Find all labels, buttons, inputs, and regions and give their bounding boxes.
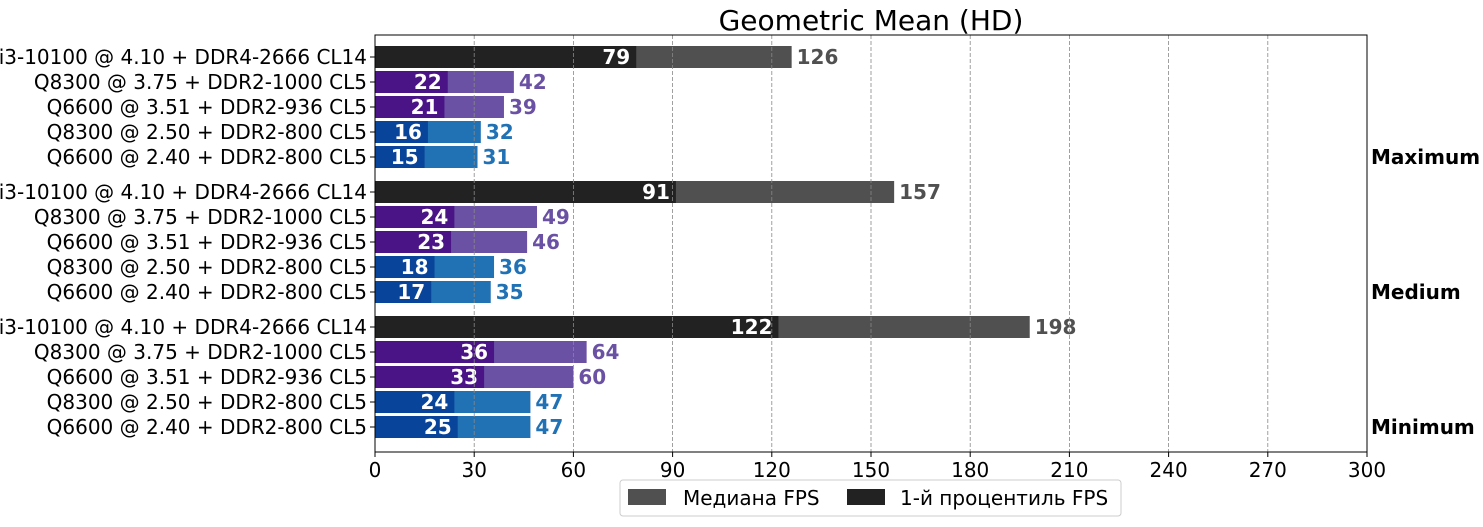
p1-value-label: 122: [731, 315, 773, 339]
p1-bar: [375, 256, 435, 278]
x-tick-label: 270: [1249, 458, 1287, 482]
p1-bar: [375, 316, 779, 338]
median-value-label: 42: [519, 70, 547, 94]
p1-value-label: 21: [411, 95, 439, 119]
category-label: Q6600 @ 3.51 + DDR2-936 CL5: [47, 230, 367, 254]
p1-value-label: 91: [642, 180, 670, 204]
p1-value-label: 17: [397, 280, 425, 304]
p1-value-label: 79: [602, 45, 630, 69]
p1-value-label: 22: [414, 70, 442, 94]
p1-value-label: 16: [394, 120, 422, 144]
p1-bar: [375, 181, 676, 203]
p1-bar: [375, 71, 448, 93]
p1-bar: [375, 366, 485, 388]
p1-value-label: 25: [424, 415, 452, 439]
p1-value-label: 33: [450, 365, 478, 389]
category-label: Q8300 @ 2.50 + DDR2-800 CL5: [47, 120, 367, 144]
p1-bar: [375, 96, 445, 118]
p1-bar: [375, 206, 455, 228]
x-tick-label: 120: [753, 458, 791, 482]
x-tick-label: 60: [561, 458, 586, 482]
group-label: Minimum: [1371, 415, 1475, 439]
p1-bar: [375, 231, 452, 253]
p1-bar: [375, 341, 495, 363]
x-tick-label: 90: [660, 458, 685, 482]
category-label: Q8300 @ 3.75 + DDR2-1000 CL5: [34, 70, 367, 94]
x-tick-label: 180: [951, 458, 989, 482]
median-value-label: 198: [1035, 315, 1077, 339]
median-value-label: 157: [899, 180, 941, 204]
category-label: Q8300 @ 2.50 + DDR2-800 CL5: [47, 255, 367, 279]
legend-swatch-median: [628, 489, 666, 505]
p1-bar: [375, 281, 432, 303]
category-label: i3-10100 @ 4.10 + DDR4-2666 CL14: [0, 315, 367, 339]
x-tick-label: 30: [461, 458, 486, 482]
p1-value-label: 24: [421, 390, 449, 414]
category-label: Q8300 @ 2.50 + DDR2-800 CL5: [47, 390, 367, 414]
median-value-label: 126: [797, 45, 839, 69]
category-label: Q6600 @ 2.40 + DDR2-800 CL5: [47, 280, 367, 304]
median-value-label: 47: [535, 415, 563, 439]
median-value-label: 49: [542, 205, 570, 229]
median-value-label: 32: [486, 120, 514, 144]
p1-bar: [375, 121, 428, 143]
p1-value-label: 18: [401, 255, 429, 279]
legend: Медиана FPS 1-й процентиль FPS: [619, 479, 1122, 517]
p1-value-label: 24: [421, 205, 449, 229]
p1-value-label: 15: [391, 145, 419, 169]
p1-bar: [375, 46, 637, 68]
category-label: i3-10100 @ 4.10 + DDR4-2666 CL14: [0, 180, 367, 204]
p1-bar: [375, 416, 458, 438]
median-value-label: 39: [509, 95, 537, 119]
median-value-label: 35: [496, 280, 524, 304]
p1-value-label: 23: [417, 230, 445, 254]
x-tick-label: 0: [369, 458, 382, 482]
category-label: Q8300 @ 3.75 + DDR2-1000 CL5: [34, 205, 367, 229]
group-label: Maximum: [1371, 145, 1480, 169]
median-value-label: 47: [535, 390, 563, 414]
x-tick-label: 150: [852, 458, 890, 482]
legend-swatch-p1: [847, 489, 885, 505]
p1-bar: [375, 146, 425, 168]
median-value-label: 60: [578, 365, 606, 389]
median-value-label: 36: [499, 255, 527, 279]
category-label: Q6600 @ 2.40 + DDR2-800 CL5: [47, 415, 367, 439]
x-tick-label: 300: [1348, 458, 1386, 482]
category-label: Q6600 @ 3.51 + DDR2-936 CL5: [47, 95, 367, 119]
legend-label-p1: 1-й процентиль FPS: [900, 486, 1108, 510]
legend-label-median: Медиана FPS: [683, 486, 820, 510]
chart-title: Geometric Mean (HD): [719, 4, 1024, 37]
category-label: Q8300 @ 3.75 + DDR2-1000 CL5: [34, 340, 367, 364]
x-tick-label: 210: [1050, 458, 1088, 482]
x-tick-label: 240: [1150, 458, 1188, 482]
p1-bar: [375, 391, 455, 413]
category-label: i3-10100 @ 4.10 + DDR4-2666 CL14: [0, 45, 367, 69]
category-label: Q6600 @ 2.40 + DDR2-800 CL5: [47, 145, 367, 169]
median-value-label: 64: [592, 340, 620, 364]
median-value-label: 31: [483, 145, 511, 169]
group-label: Medium: [1371, 280, 1461, 304]
median-value-label: 46: [532, 230, 560, 254]
category-label: Q6600 @ 3.51 + DDR2-936 CL5: [47, 365, 367, 389]
